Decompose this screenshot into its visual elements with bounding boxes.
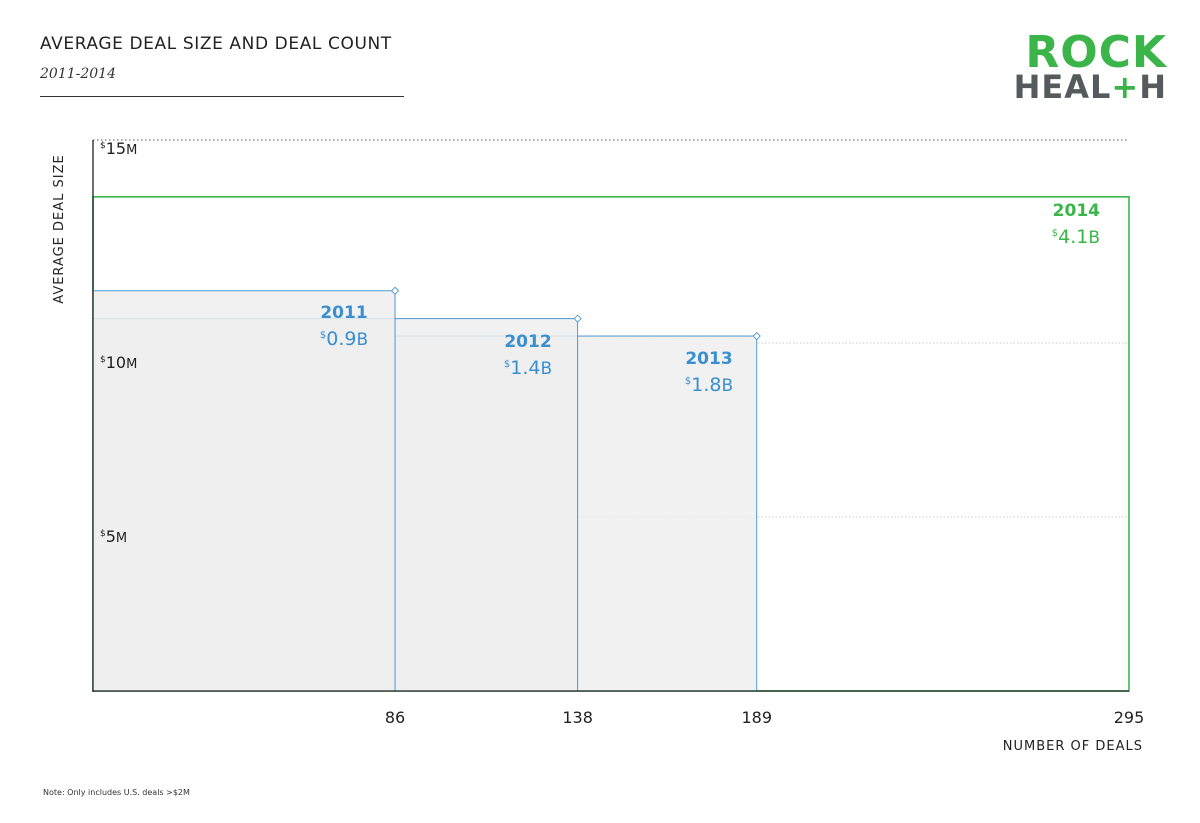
logo-h-text: H (1139, 67, 1167, 106)
y-tick-value-15: 15 (106, 139, 126, 158)
y-tick-unit-10: M (126, 357, 137, 372)
logo-plus-icon: + (1111, 67, 1140, 106)
logo-heal-text: HEAL (1013, 67, 1112, 106)
marker-2013 (752, 331, 761, 341)
total-unit-2012: B (540, 359, 552, 379)
x-tick-label-189: 189 (741, 708, 772, 727)
chart-subtitle: 2011-2014 (40, 66, 116, 82)
series-total-2011: $0.9B (320, 328, 368, 350)
total-unit-2013: B (721, 376, 733, 396)
series-label-2013: 2013 (685, 349, 732, 369)
y-axis-title: AVERAGE DEAL SIZE (52, 154, 67, 303)
x-axis-title: NUMBER OF DEALS (1003, 739, 1143, 754)
series-total-2013: $1.8B (685, 374, 733, 396)
y-tick-unit-15: M (126, 143, 137, 158)
x-tick-label-295: 295 (1114, 708, 1145, 727)
y-tick-value-5: 5 (106, 527, 116, 546)
series-label-2012: 2012 (504, 332, 551, 352)
logo-line-rock: ROCK (1025, 27, 1167, 78)
series-label-2014: 2014 (1053, 201, 1100, 221)
series-total-2014: $4.1B (1052, 226, 1100, 248)
y-tick-unit-5: M (116, 531, 127, 546)
chart-title: AVERAGE DEAL SIZE AND DEAL COUNT (40, 34, 392, 54)
y-tick-label-10: $10M (100, 353, 137, 372)
y-tick-prefix-15: $ (100, 141, 106, 151)
total-unit-2014: B (1088, 228, 1100, 248)
total-prefix-2013: $ (685, 376, 691, 387)
area-2011 (92, 290, 396, 692)
y-tick-label-5: $5M (100, 527, 127, 546)
total-prefix-2011: $ (320, 330, 326, 341)
x-tick-label-138: 138 (562, 708, 593, 727)
series-label-2011: 2011 (320, 303, 367, 323)
marker-2012 (573, 314, 582, 323)
y-tick-value-10: 10 (106, 353, 126, 372)
chart-header: AVERAGE DEAL SIZE AND DEAL COUNT 2011-20… (40, 34, 404, 97)
y-tick-prefix-10: $ (100, 355, 106, 365)
y-tick-label-15: $15M (100, 139, 137, 158)
rock-health-logo: ROCK HEAL+H (1014, 27, 1167, 103)
x-tick-label-86: 86 (385, 708, 405, 727)
total-prefix-2014: $ (1052, 228, 1058, 239)
total-value-2014: 4.1 (1058, 226, 1088, 248)
total-prefix-2012: $ (504, 359, 510, 370)
y-tick-prefix-5: $ (100, 529, 106, 539)
footnote: Note: Only includes U.S. deals >$2M (43, 788, 190, 797)
series-total-2012: $1.4B (504, 357, 552, 379)
total-value-2012: 1.4 (510, 357, 540, 379)
total-unit-2011: B (356, 330, 368, 350)
total-value-2011: 0.9 (326, 328, 356, 350)
total-value-2013: 1.8 (691, 374, 721, 396)
marker-2011 (390, 286, 400, 295)
logo-line-health: HEAL+H (1014, 71, 1167, 103)
